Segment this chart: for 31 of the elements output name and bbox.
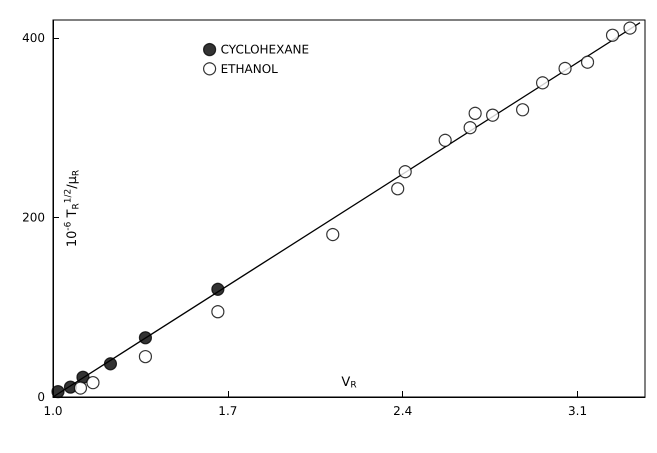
point [138, 331, 152, 344]
point [74, 381, 88, 395]
point [86, 376, 100, 390]
point [606, 28, 620, 42]
point [326, 228, 340, 242]
point [138, 350, 152, 364]
point [516, 103, 530, 116]
y-tick-label: 0 [37, 390, 45, 404]
y-tick-label: 200 [22, 210, 45, 224]
point [398, 165, 412, 178]
x-tick-label: 1.7 [218, 404, 238, 418]
point [211, 305, 224, 318]
point [623, 21, 637, 35]
point [468, 106, 482, 120]
point [580, 56, 594, 69]
point [486, 108, 500, 122]
legend-label: CYCLOHEXANE [220, 42, 310, 57]
y-tick-label: 400 [22, 30, 45, 45]
point [536, 76, 550, 90]
point [464, 121, 477, 134]
point [51, 385, 65, 398]
point [211, 282, 224, 296]
x-tick-label: 2.4 [393, 404, 412, 418]
point [558, 62, 572, 76]
point [104, 357, 118, 370]
y-axis-title: 10-6 TR1/2/μR [64, 170, 82, 248]
x-tick-label: 3.1 [568, 404, 588, 418]
point [391, 182, 404, 196]
legend-label: ETHANOL [220, 62, 278, 76]
x-tick-label: 1.0 [43, 404, 63, 418]
point [438, 134, 452, 147]
